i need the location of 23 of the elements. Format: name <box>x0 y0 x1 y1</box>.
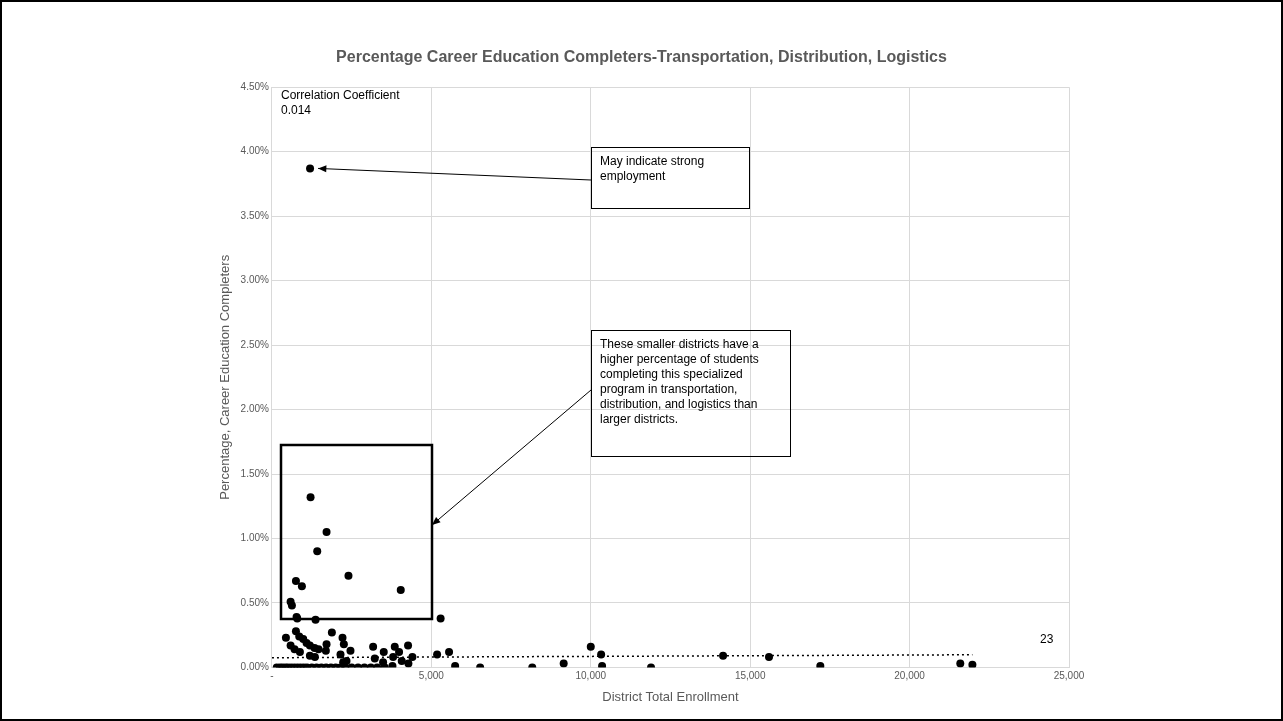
x-tick-label: 10,000 <box>575 670 607 682</box>
y-tick-label: 4.00% <box>240 145 270 157</box>
annotation: These smaller districts have a higher percentage of students completing this specialized program in transportation, distribution, and logistics than larger districts. <box>591 330 791 457</box>
y-tick-label: 2.00% <box>240 403 270 415</box>
x-tick-label: 20,000 <box>894 670 926 682</box>
chart-title: Percentage Career Education Completers-Transportation, Distribution, Logistics <box>336 48 947 66</box>
annotation: May indicate strong employment <box>591 147 750 209</box>
y-tick-label: 0.00% <box>240 661 270 673</box>
y-tick-label: 1.00% <box>240 532 270 544</box>
annotation: Correlation Coefficient 0.014 <box>281 88 401 118</box>
y-tick-label: 3.50% <box>240 209 270 221</box>
x-tick-label: 15,000 <box>734 670 766 682</box>
y-tick-label: 2.50% <box>240 338 270 350</box>
x-tick-label: 25,000 <box>1053 670 1085 682</box>
x-tick-label: 5,000 <box>418 670 445 682</box>
y-tick-label: 4.50% <box>240 80 270 92</box>
x-tick-label: - <box>270 670 274 682</box>
y-tick-label: 0.50% <box>240 596 270 608</box>
annotation: 23 <box>1040 632 1055 647</box>
x-axis-title: District Total Enrollment <box>602 688 740 704</box>
y-axis-title: Percentage, Career Education Completers <box>217 254 233 500</box>
y-tick-label: 3.00% <box>240 274 270 286</box>
y-tick-label: 1.50% <box>240 467 270 479</box>
